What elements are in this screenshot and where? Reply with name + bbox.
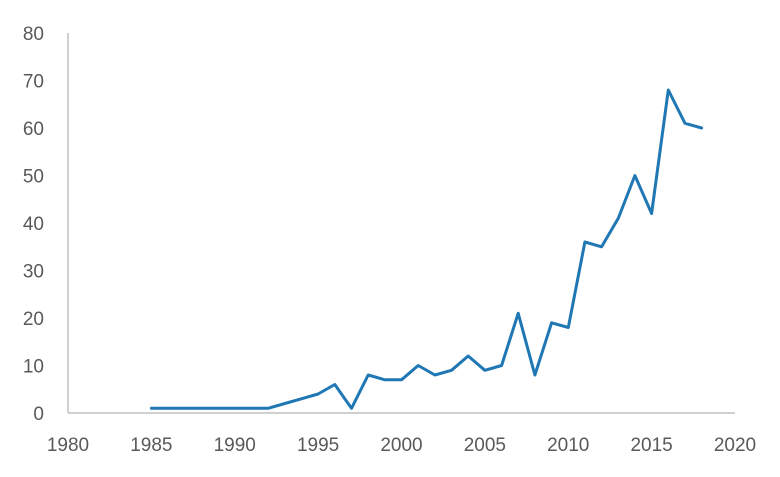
x-tick-label: 2010 — [547, 435, 589, 456]
y-tick-label: 60 — [23, 119, 44, 140]
y-axis-tick-labels: 0 10 20 30 40 50 60 70 80 — [23, 24, 44, 425]
x-tick-label: 2000 — [380, 435, 422, 456]
x-tick-label: 1995 — [297, 435, 339, 456]
x-tick-label: 2015 — [630, 435, 672, 456]
y-tick-label: 30 — [23, 262, 44, 283]
x-axis-tick-labels: 1980 1985 1990 1995 2000 2005 2010 2015 2020 — [47, 435, 756, 456]
y-tick-label: 10 — [23, 357, 44, 378]
y-tick-label: 20 — [23, 309, 44, 330]
series-line — [149, 88, 704, 410]
y-tick-label: 0 — [33, 404, 44, 425]
x-tick-label: 1980 — [47, 435, 89, 456]
y-tick-label: 40 — [23, 214, 44, 235]
x-tick-label: 2020 — [714, 435, 756, 456]
y-tick-label: 80 — [23, 24, 44, 45]
series-group — [149, 88, 704, 410]
x-tick-label: 1990 — [214, 435, 256, 456]
y-tick-label: 70 — [23, 72, 44, 93]
y-tick-label: 50 — [23, 167, 44, 188]
x-tick-label: 1985 — [130, 435, 172, 456]
x-tick-label: 2005 — [464, 435, 506, 456]
